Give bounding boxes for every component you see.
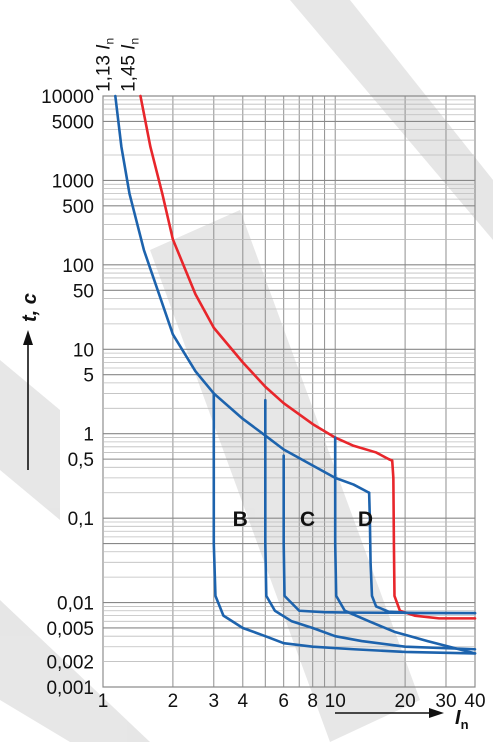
series-C1-trip (264, 398, 477, 651)
y-tick-label: 5000 (52, 112, 94, 133)
series-D1-trip (333, 436, 477, 655)
watermark-band-3 (0, 360, 60, 520)
curves (114, 94, 477, 655)
y-tick-label: 0,002 (46, 653, 94, 674)
series-C2-trip (282, 454, 477, 615)
y-tick-label: 0,01 (57, 594, 94, 615)
y-axis-label-group: t, c (19, 293, 41, 470)
y-tick-label: 0,001 (46, 678, 94, 699)
x-tick-label: 2 (168, 691, 179, 712)
y-axis-arrow-head (23, 330, 33, 345)
series-thermal-lower (114, 94, 371, 495)
y-tick-label: 10000 (41, 87, 94, 108)
x-axis-label-main: I (455, 707, 461, 729)
y-tick-label: 10 (73, 340, 94, 361)
y-axis-label: t, c (19, 293, 41, 322)
curve-label-B: B (233, 508, 248, 531)
watermark-band-4 (0, 600, 150, 742)
x-tick-label: 30 (435, 691, 456, 712)
annotation-1-13-italic: I (93, 44, 114, 50)
annotation-1-45-in: 1,45 In (119, 38, 142, 92)
y-tick-label: 100 (62, 256, 94, 277)
annotation-1-13-value: 1,13 (93, 55, 114, 92)
x-axis-label-sub: n (461, 717, 469, 732)
annotation-1-45-italic: I (119, 44, 140, 50)
x-tick-label: 8 (307, 691, 318, 712)
x-tick-label: 40 (464, 691, 485, 712)
x-axis-label-group: In (335, 707, 469, 732)
y-tick-label: 0,1 (68, 509, 94, 530)
watermark-band-1 (290, 0, 493, 240)
x-tick-label: 10 (325, 691, 346, 712)
series-thermal-upper (139, 94, 477, 620)
x-tick-label: 6 (278, 691, 289, 712)
annotation-1-13-sub: n (102, 38, 116, 45)
annotation-1-45-value: 1,45 (119, 55, 140, 92)
annotation-1-13-in: 1,13 In (93, 38, 116, 92)
y-tick-label: 500 (62, 197, 94, 218)
x-tick-label: 1 (98, 691, 109, 712)
y-tick-label: 5 (83, 366, 94, 387)
x-tick-label: 3 (208, 691, 219, 712)
curve-label-D: D (358, 508, 373, 531)
y-tick-label: 0,5 (68, 450, 94, 471)
curve-labels: B C D (233, 508, 373, 531)
y-tick-label: 0,005 (46, 619, 94, 640)
series-B-trip (212, 392, 477, 655)
watermark-band-2 (150, 210, 420, 742)
y-tick-labels: 10000 5000 1000 500 100 50 10 5 1 0,5 0,1 0,01 0,005… (41, 87, 94, 699)
annotation-1-45-sub: n (128, 38, 142, 45)
x-tick-label: 4 (238, 691, 249, 712)
y-tick-label: 50 (73, 281, 94, 302)
x-tick-label: 20 (395, 691, 416, 712)
x-axis-label: In (455, 707, 469, 732)
x-tick-labels: 1 2 3 4 6 8 10 20 30 40 (98, 691, 486, 712)
y-tick-label: 1000 (52, 171, 94, 192)
series-thermal-right-edge (367, 491, 477, 615)
curve-label-C: C (300, 508, 315, 531)
y-tick-label: 1 (83, 425, 94, 446)
x-axis-arrow-head (429, 708, 444, 718)
